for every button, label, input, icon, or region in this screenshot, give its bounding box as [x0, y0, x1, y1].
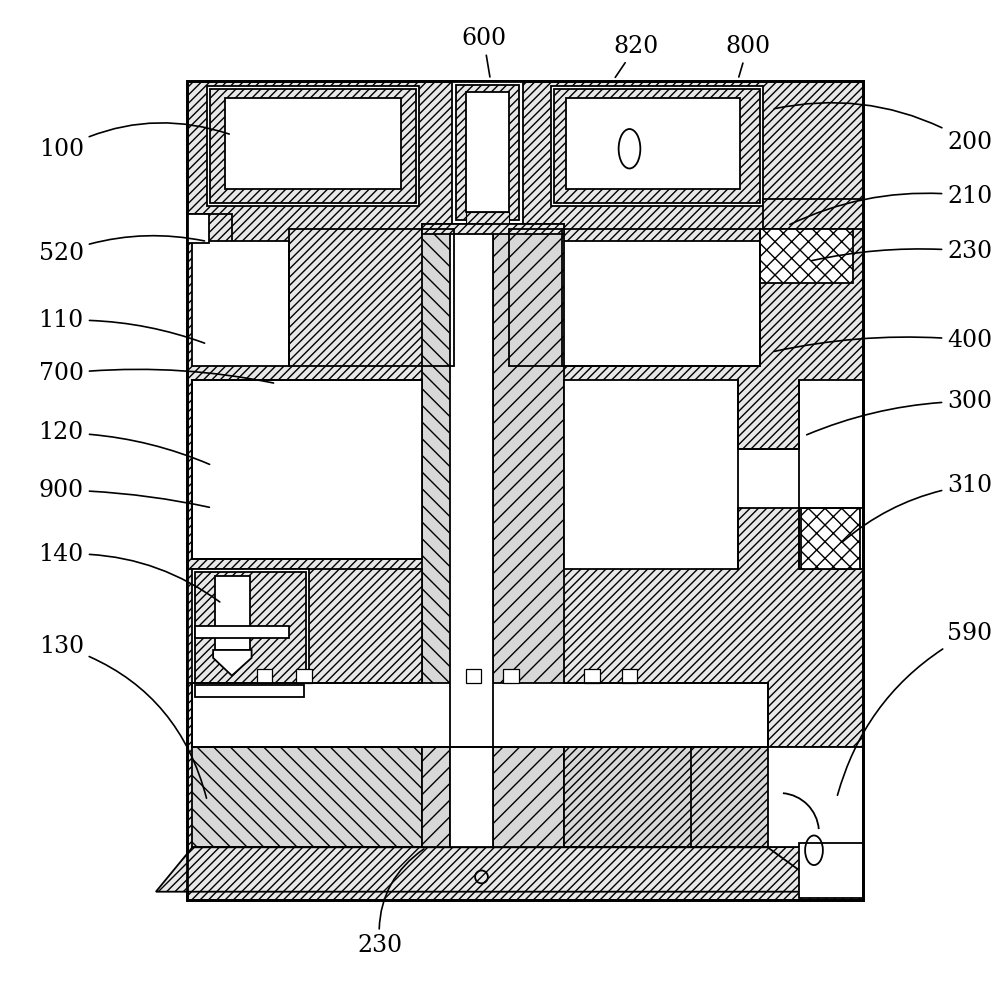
Text: 200: 200	[774, 103, 992, 154]
Text: 110: 110	[39, 309, 205, 343]
Bar	[456, 85, 519, 220]
Bar	[423, 224, 494, 847]
Bar	[621, 669, 637, 683]
Text: 140: 140	[39, 543, 220, 602]
Text: 310: 310	[843, 474, 992, 542]
Bar	[196, 685, 304, 697]
Text: 130: 130	[39, 635, 207, 798]
Bar	[562, 241, 759, 366]
Bar	[193, 241, 289, 366]
Bar	[767, 747, 863, 847]
Bar	[188, 214, 232, 243]
Polygon shape	[156, 847, 829, 892]
Bar	[196, 572, 306, 694]
Bar	[193, 569, 309, 697]
Polygon shape	[466, 212, 509, 224]
Bar	[452, 81, 522, 224]
Bar	[466, 92, 509, 212]
Text: 230: 230	[812, 240, 992, 263]
Text: 820: 820	[613, 35, 659, 77]
Bar	[188, 81, 863, 900]
Bar	[188, 569, 423, 683]
Text: 590: 590	[837, 622, 992, 795]
Bar	[550, 86, 762, 206]
Bar	[466, 669, 482, 683]
Bar	[257, 669, 273, 683]
Text: 230: 230	[358, 849, 424, 957]
Text: 800: 800	[725, 35, 770, 77]
Text: 400: 400	[774, 329, 992, 352]
Bar	[188, 81, 863, 900]
Text: 700: 700	[39, 362, 274, 385]
Bar	[450, 224, 494, 847]
Polygon shape	[564, 747, 767, 847]
Text: 120: 120	[39, 421, 210, 464]
Text: 100: 100	[39, 123, 229, 161]
Bar	[450, 747, 494, 847]
Bar	[193, 683, 767, 747]
Bar	[296, 669, 312, 683]
Polygon shape	[213, 650, 252, 676]
Bar	[207, 86, 420, 206]
Bar	[193, 380, 423, 559]
Bar	[215, 576, 250, 650]
Bar	[503, 669, 519, 683]
Bar	[801, 508, 860, 569]
Text: 300: 300	[806, 390, 992, 435]
Polygon shape	[564, 380, 863, 569]
Bar	[799, 843, 863, 898]
Text: 520: 520	[39, 236, 205, 265]
Bar	[566, 98, 740, 189]
Bar	[584, 669, 599, 683]
Bar	[188, 214, 209, 243]
Bar	[225, 98, 401, 189]
Polygon shape	[690, 747, 863, 847]
Bar	[196, 626, 289, 638]
Polygon shape	[423, 747, 564, 847]
Polygon shape	[193, 747, 423, 847]
Bar	[759, 229, 853, 283]
Text: 210: 210	[790, 185, 992, 225]
Bar	[762, 199, 863, 229]
Bar	[494, 224, 564, 847]
Bar	[210, 89, 417, 203]
Text: 600: 600	[461, 27, 506, 77]
Bar	[423, 224, 564, 234]
Text: 900: 900	[39, 479, 210, 507]
Bar	[553, 89, 759, 203]
